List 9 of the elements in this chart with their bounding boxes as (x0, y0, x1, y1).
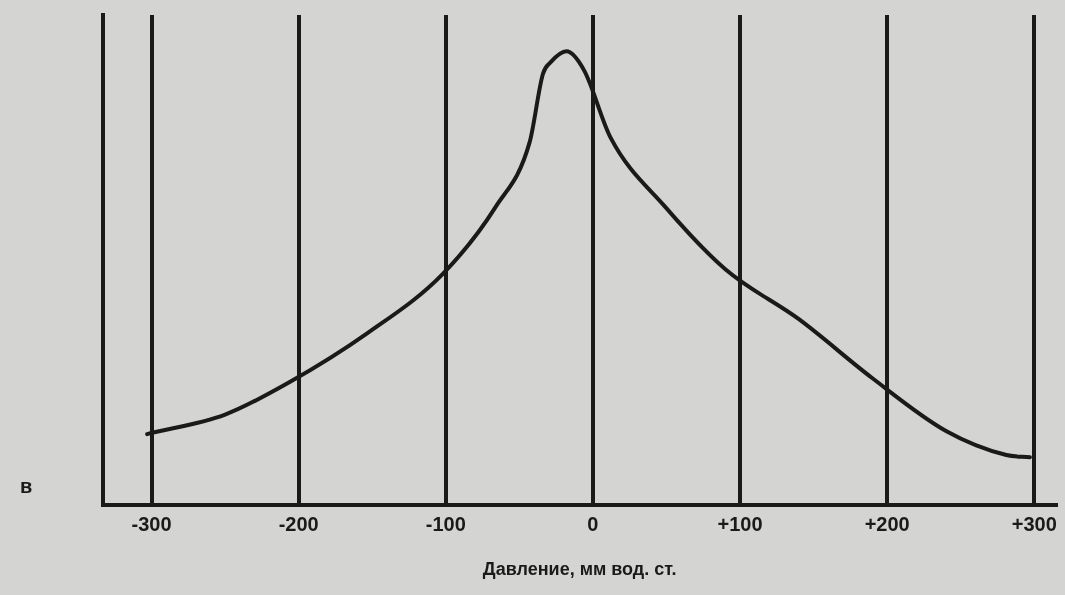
text: в (20, 474, 33, 497)
x-tick-label: -100 (425, 512, 466, 535)
x-tick-label: -200 (278, 512, 319, 535)
x-tick-label: +200 (864, 512, 910, 535)
x-tick-label: 0 (587, 512, 599, 535)
x-axis-title: Давление, мм вод. ст. (482, 559, 677, 580)
x-tick-label: +100 (717, 512, 763, 535)
x-tick-label: +300 (1011, 512, 1057, 535)
x-tick-label: -300 (131, 512, 172, 535)
